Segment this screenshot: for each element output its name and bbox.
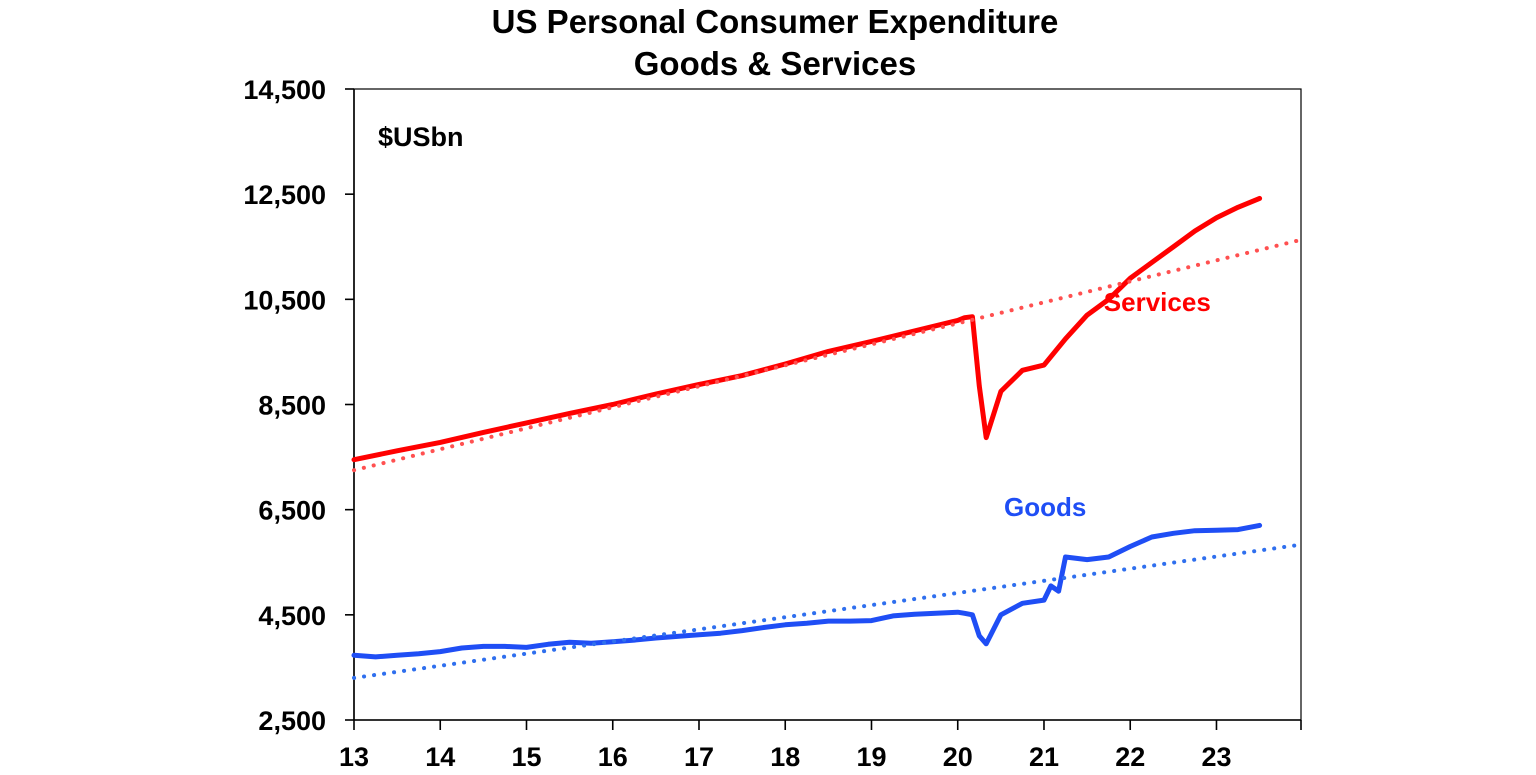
y-tick-label: 4,500 xyxy=(258,601,326,631)
y-tick-label: 6,500 xyxy=(258,496,326,526)
x-tick-label: 19 xyxy=(856,742,886,772)
x-tick-label: 18 xyxy=(770,742,800,772)
y-tick-label: 8,500 xyxy=(258,391,326,421)
y-tick-label: 2,500 xyxy=(258,706,326,736)
x-tick-label: 16 xyxy=(598,742,628,772)
y-tick-label: 14,500 xyxy=(243,75,326,105)
x-tick-label: 15 xyxy=(511,742,541,772)
series-line-goods xyxy=(351,522,1263,660)
plot-frame xyxy=(353,88,1302,721)
chart-subtitle: Goods & Services xyxy=(634,45,916,82)
plot-area: 2,500 4,500 6,500 8,500 10,500 12,500 14,500 13… xyxy=(243,75,1305,772)
series-line-goods-trend xyxy=(352,542,1305,680)
series-line-services-trend xyxy=(352,237,1305,473)
x-tick-label: 21 xyxy=(1029,742,1059,772)
unit-label: $USbn xyxy=(378,122,464,152)
x-tick-label: 13 xyxy=(339,742,369,772)
x-tick-label: 23 xyxy=(1201,742,1231,772)
x-tick-label: 20 xyxy=(943,742,973,772)
series-line-services xyxy=(351,195,1263,463)
y-tick-label: 12,500 xyxy=(243,180,326,210)
chart-title: US Personal Consumer Expenditure xyxy=(492,3,1059,40)
x-tick-label: 22 xyxy=(1115,742,1145,772)
x-tick-label: 14 xyxy=(425,742,455,772)
x-tick-label: 17 xyxy=(684,742,714,772)
series-label-services: Services xyxy=(1104,287,1211,317)
series-label-goods: Goods xyxy=(1004,492,1086,522)
y-tick-label: 10,500 xyxy=(243,285,326,315)
